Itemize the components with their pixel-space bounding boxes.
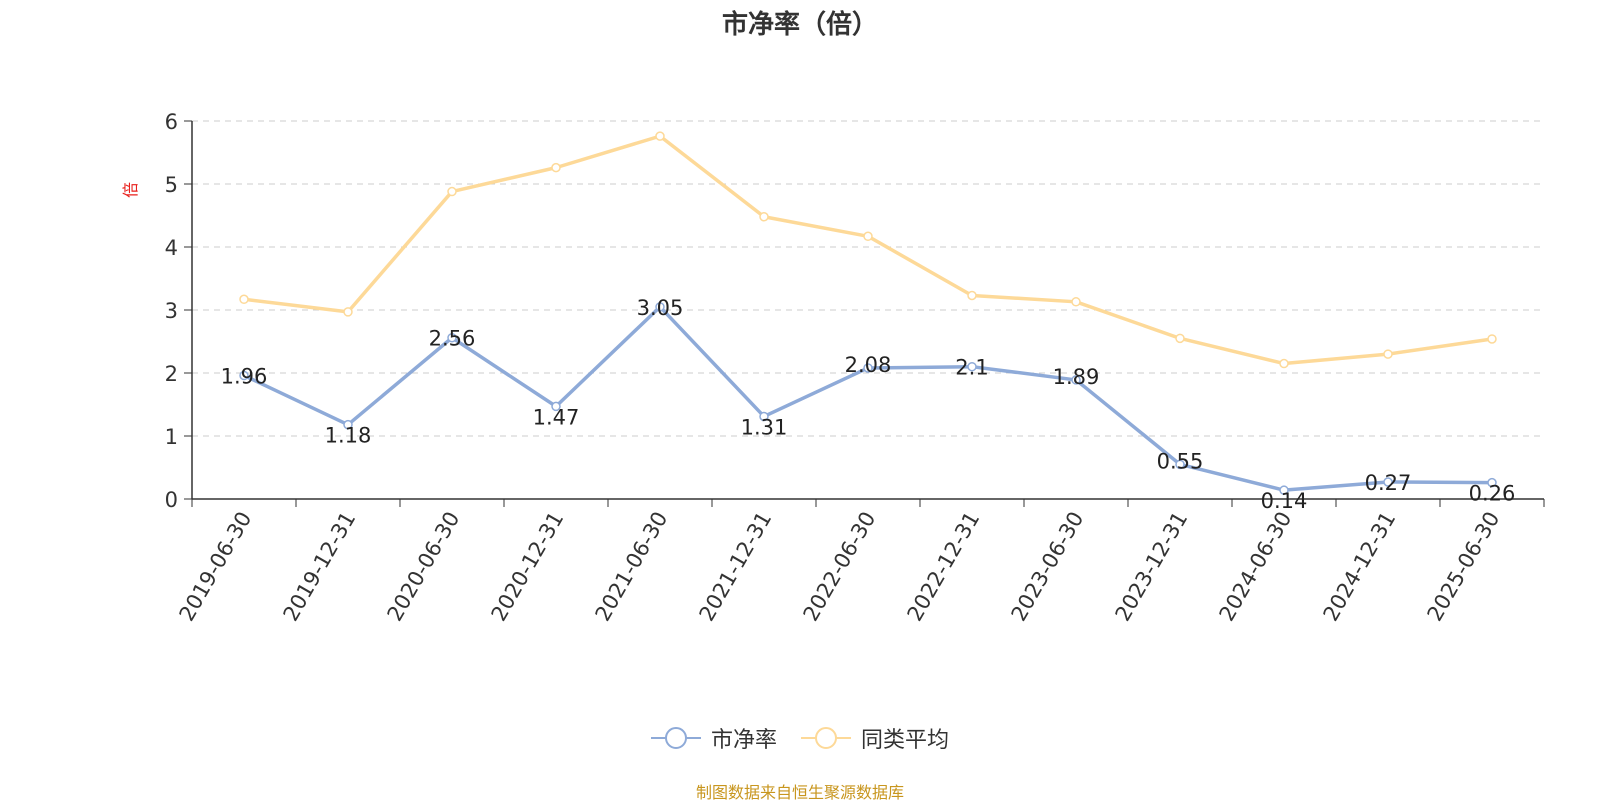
series-0-point-12 xyxy=(1487,477,1497,488)
series-0-point-11 xyxy=(1383,477,1393,487)
series-1-point-12 xyxy=(1487,334,1497,344)
x-tick-label-4: 2021-06-30 xyxy=(591,508,673,626)
series-0-point-10 xyxy=(1279,485,1289,495)
series-0-label-7: 2.1 xyxy=(955,356,988,380)
series-0-label-3: 1.47 xyxy=(533,405,580,429)
series-0-label-5: 1.31 xyxy=(741,415,788,439)
series-1-point-4 xyxy=(655,131,665,141)
series-1-point-8 xyxy=(1071,297,1081,307)
y-tick-label-1: 1 xyxy=(165,425,178,449)
series-1-point-3 xyxy=(551,162,561,173)
series-0-label-4: 3.05 xyxy=(637,296,684,320)
x-tick-label-6: 2022-06-30 xyxy=(799,508,881,626)
y-tick-label-4: 4 xyxy=(165,236,178,260)
series-1-point-1 xyxy=(343,307,353,317)
x-tick-label-10: 2024-06-30 xyxy=(1215,508,1297,626)
legend-item-peer-avg[interactable]: 同类平均 xyxy=(801,722,949,754)
series-0-label-9: 0.55 xyxy=(1157,449,1204,473)
series-0-label-2: 2.56 xyxy=(429,327,476,351)
y-tick-label-5: 5 xyxy=(165,173,178,197)
series-1-point-0 xyxy=(239,294,249,305)
series-1-point-6 xyxy=(863,231,873,242)
x-tick-label-1: 2019-12-31 xyxy=(279,508,361,626)
series-0-label-0: 1.96 xyxy=(221,365,268,389)
series-0-point-8 xyxy=(1071,375,1081,385)
y-tick-label-3: 3 xyxy=(165,299,178,323)
legend-item-pb[interactable]: 市净率 xyxy=(650,722,777,754)
x-tick-label-11: 2024-12-31 xyxy=(1319,508,1401,626)
x-tick-label-12: 2025-06-30 xyxy=(1423,508,1505,626)
x-tick-label-8: 2023-06-30 xyxy=(1007,508,1089,626)
series-0-point-9 xyxy=(1175,459,1185,470)
y-tick-label-2: 2 xyxy=(165,362,178,386)
series-0-point-7 xyxy=(967,361,977,372)
series-1-point-2 xyxy=(447,186,457,197)
y-axis-label: 倍 xyxy=(121,182,140,198)
series-0-label-12: 0.26 xyxy=(1469,482,1516,506)
series-1-point-10 xyxy=(1279,358,1289,369)
x-tick-label-5: 2021-12-31 xyxy=(695,508,777,626)
legend-label-peer-avg: 同类平均 xyxy=(861,728,950,753)
series-0-point-4 xyxy=(655,302,665,312)
y-tick-label-6: 6 xyxy=(165,110,178,134)
series-0-label-10: 0.14 xyxy=(1261,489,1308,513)
legend-marker-pb xyxy=(650,727,701,749)
legend-label-pb: 市净率 xyxy=(710,728,777,753)
series-0-label-11: 0.27 xyxy=(1365,471,1412,495)
legend-marker-peer-avg xyxy=(801,727,851,749)
chart-title: 市净率（倍） xyxy=(721,10,878,40)
series-0-point-2 xyxy=(447,332,457,343)
x-tick-label-7: 2022-12-31 xyxy=(903,508,985,626)
series-1-point-7 xyxy=(967,290,977,301)
legend: 市净率 同类平均 xyxy=(0,722,1600,754)
series-0-point-6 xyxy=(863,363,873,373)
series-1-point-11 xyxy=(1383,349,1393,359)
series-0-point-3 xyxy=(551,401,561,412)
series-0-label-8: 1.89 xyxy=(1053,365,1100,389)
x-tick-label-2: 2020-06-30 xyxy=(383,508,465,626)
series-0-point-5 xyxy=(759,411,769,422)
series-0-point-1 xyxy=(343,419,353,430)
series-0-label-6: 2.08 xyxy=(845,353,892,377)
x-tick-label-0: 2019-06-30 xyxy=(175,508,257,626)
series-0-label-1: 1.18 xyxy=(325,424,372,448)
x-tick-label-3: 2020-12-31 xyxy=(487,508,569,626)
series-0-point-0 xyxy=(239,370,249,381)
source-note: 制图数据来自恒生聚源数据库 xyxy=(695,783,904,802)
series-1-point-5 xyxy=(759,212,769,222)
x-tick-label-9: 2023-12-31 xyxy=(1111,508,1193,626)
y-tick-label-0: 0 xyxy=(165,488,178,512)
series-1-point-9 xyxy=(1175,333,1185,344)
